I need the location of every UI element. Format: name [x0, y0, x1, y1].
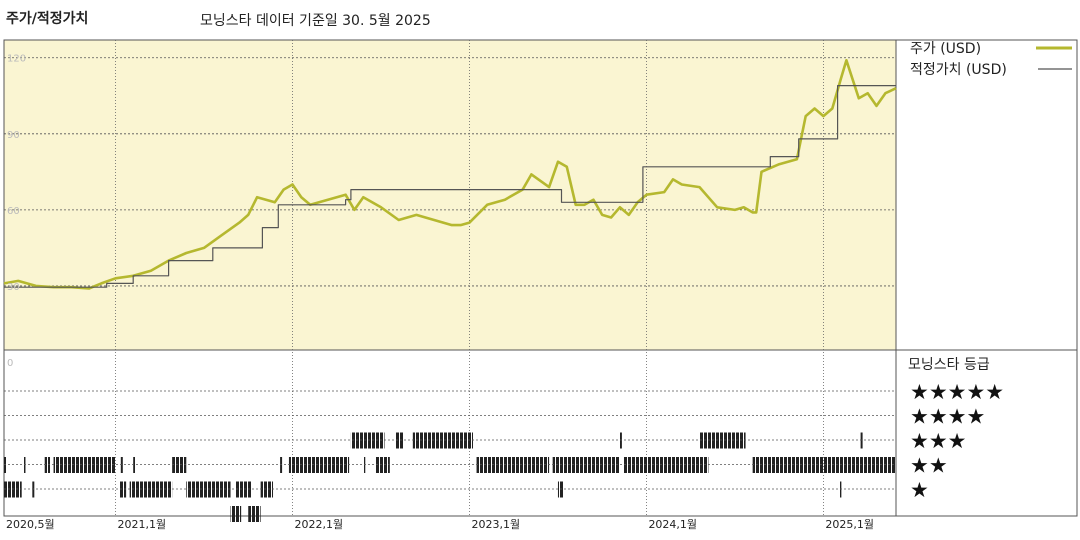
rating-bar-segment [260, 481, 274, 498]
rating-bar-segment [363, 457, 366, 473]
fair-value-series-line [4, 84, 896, 288]
x-tick-label: 2021,1월 [118, 518, 167, 531]
x-tick-label: 2022,1월 [294, 518, 343, 531]
rating-bar-segment [839, 481, 842, 498]
x-tick-label: 2020,5월 [6, 518, 55, 531]
axis-layer: 0 30 60 90 120 2020,5월 2021,1월 2022,1월 2023,1월 20… [6, 54, 874, 531]
legend-fair-value-label: 적정가치 (USD) [910, 62, 1007, 78]
rating-bar-segment [557, 481, 564, 498]
chart-subtitle: 모닝스타 데이터 기준일 30. 5월 2025 [200, 13, 431, 29]
rating-bar-segment [4, 457, 6, 473]
rating-panel: 모닝스타 등급★★★★★★★★★★★★★★★ [4, 357, 1004, 522]
legend-price-label: 주가 (USD) [910, 41, 981, 57]
rating-bar-segment [235, 481, 252, 498]
x-tick-label: 2024,1월 [648, 518, 697, 531]
rating-bar-segment [133, 457, 136, 473]
rating-star-label: ★★ [910, 454, 948, 478]
rating-bar-segment [120, 457, 123, 473]
plot-border [3, 39, 1078, 517]
rating-star-label: ★★★★ [910, 405, 985, 429]
rating-bar-segment [552, 457, 620, 473]
legend: 주가 (USD) 적정가치 (USD) [910, 41, 1072, 78]
rating-bar-segment [119, 481, 127, 498]
rating-bar-segment [172, 457, 187, 473]
y-tick-label: 30 [7, 282, 20, 293]
rating-bar-segment [375, 457, 390, 473]
rating-bar-segment [44, 457, 51, 473]
rating-bar-segment [280, 457, 283, 473]
rating-bar-segment [860, 432, 863, 449]
chart-title: 주가/적정가치 [6, 11, 89, 27]
rating-bar-segment [23, 457, 26, 473]
rating-bar-segment [412, 432, 474, 449]
rating-star-label: ★★★★★ [910, 380, 1004, 404]
rating-bar-segment [752, 457, 896, 473]
rating-bar-segment [129, 481, 173, 498]
rating-bar-segment [4, 481, 22, 498]
rating-bar-segment [186, 481, 231, 498]
y-tick-label: 90 [7, 130, 20, 141]
plot-background [4, 40, 896, 350]
rating-bar-segment [476, 457, 550, 473]
rating-bar-segment [623, 457, 709, 473]
rating-bar-segment [395, 432, 404, 449]
rating-panel-title: 모닝스타 등급 [908, 357, 990, 373]
rating-star-label: ★ [910, 478, 929, 502]
rating-bar-segment [350, 432, 385, 449]
x-tick-label: 2023,1월 [471, 518, 520, 531]
series-layer [3, 58, 897, 290]
x-tick-label: 2025,1월 [825, 518, 874, 531]
rating-bar-segment [32, 481, 35, 498]
rating-bar-segment [699, 432, 746, 449]
rating-bar-segment [248, 506, 261, 522]
y-tick-label: 0 [7, 358, 13, 369]
y-tick-label: 120 [7, 54, 26, 65]
y-tick-label: 60 [7, 206, 20, 217]
rating-bar-segment [230, 506, 242, 522]
price-series-line [3, 58, 897, 290]
rating-bar-segment [619, 432, 622, 449]
rating-bar-segment [288, 457, 350, 473]
rating-star-label: ★★★ [910, 429, 966, 453]
rating-bar-segment [53, 457, 116, 473]
